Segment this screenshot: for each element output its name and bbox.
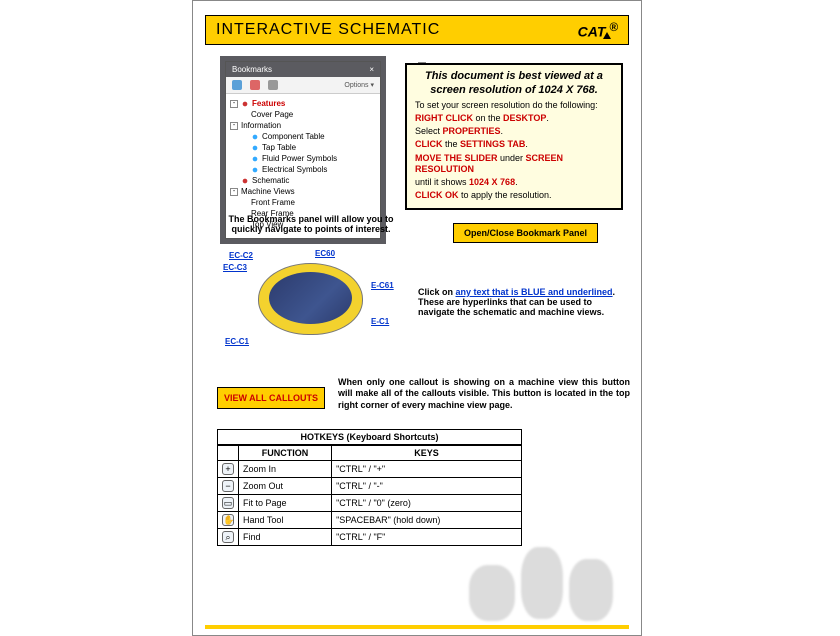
hotkey-row: −Zoom Out"CTRL" / "-"	[218, 478, 522, 495]
bookmark-item[interactable]: Fluid Power Symbols	[230, 153, 376, 164]
info-line-1: To set your screen resolution do the fol…	[415, 100, 613, 111]
bookmark-label: Front Frame	[251, 198, 295, 207]
header-bar: INTERACTIVE SCHEMATIC CAT®	[205, 15, 629, 45]
hotkeys-title: HOTKEYS (Keyboard Shortcuts)	[217, 429, 522, 445]
hotkeys-col-func: FUNCTION	[239, 446, 332, 461]
bookmarks-header: Bookmarks ×	[226, 62, 380, 77]
bookmark-item[interactable]: -Machine Views	[230, 186, 376, 197]
bookmark-settings-icon[interactable]	[268, 80, 278, 90]
blue-underline-sample: any text that is BLUE and underlined	[456, 287, 613, 297]
hotkeys-table: FUNCTION KEYS +Zoom In"CTRL" / "+"−Zoom …	[217, 445, 522, 546]
bookmark-label: Machine Views	[241, 187, 295, 196]
hyperlink-instruction: Click on any text that is BLUE and under…	[418, 287, 623, 317]
hotkey-func: Fit to Page	[239, 495, 332, 512]
hotkeys-col-icon	[218, 446, 239, 461]
bookmark-item[interactable]: Cover Page	[230, 109, 376, 120]
hotkey-icon: ▭	[222, 497, 234, 509]
schematic-link-ecc1[interactable]: EC-C1	[225, 337, 249, 346]
info-title: This document is best viewed at a screen…	[415, 70, 613, 98]
info-line-5: MOVE THE SLIDER under SCREEN RESOLUTION	[415, 153, 613, 176]
bookmark-label: Information	[241, 121, 281, 130]
expand-icon[interactable]: -	[230, 100, 238, 108]
bookmark-item[interactable]: Schematic	[230, 175, 376, 186]
bookmark-item[interactable]: - Features	[230, 98, 376, 109]
bookmark-blue-icon	[251, 133, 259, 141]
bookmark-blue-icon	[251, 155, 259, 163]
bookmark-blue-icon	[251, 144, 259, 152]
hotkey-keys: "CTRL" / "+"	[332, 461, 522, 478]
header-title: INTERACTIVE SCHEMATIC	[216, 21, 440, 39]
hotkeys-section: HOTKEYS (Keyboard Shortcuts) FUNCTION KE…	[217, 429, 522, 546]
schematic-link-ec1[interactable]: E-C1	[371, 317, 389, 326]
bookmarks-caption: The Bookmarks panel will allow you to qu…	[221, 214, 401, 234]
info-line-2: RIGHT CLICK on the DESKTOP.	[415, 113, 613, 124]
document-page: INTERACTIVE SCHEMATIC CAT® Bookmarks × O…	[192, 0, 642, 636]
bookmarks-panel: Bookmarks × Options ▾ - Features Cover Pag…	[225, 61, 381, 239]
bookmark-label: Fluid Power Symbols	[262, 154, 337, 163]
schematic-body-icon	[258, 263, 363, 335]
close-icon[interactable]: ×	[369, 65, 374, 74]
hotkey-row: ✋ Hand Tool"SPACEBAR" (hold down)	[218, 512, 522, 529]
hotkey-keys: "SPACEBAR" (hold down)	[332, 512, 522, 529]
bookmark-label: Schematic	[252, 176, 289, 185]
hotkey-keys: "CTRL" / "-"	[332, 478, 522, 495]
hotkeys-col-keys: KEYS	[332, 446, 522, 461]
open-close-bookmark-button[interactable]: Open/Close Bookmark Panel	[453, 223, 598, 243]
hotkey-icon: ✋	[222, 514, 234, 526]
info-line-4: CLICK the SETTINGS TAB.	[415, 139, 613, 150]
decorative-smudges	[465, 537, 625, 627]
bookmark-item[interactable]: Tap Table	[230, 142, 376, 153]
resolution-info-box: This document is best viewed at a screen…	[405, 63, 623, 210]
bookmark-item[interactable]: Front Frame	[230, 197, 376, 208]
logo-text: CAT	[578, 23, 606, 39]
logo-registered: ®	[609, 21, 618, 34]
hotkey-icon: −	[222, 480, 234, 492]
schematic-link-ec61[interactable]: E-C61	[371, 281, 394, 290]
hotkey-row: ▭ Fit to Page"CTRL" / "0" (zero)	[218, 495, 522, 512]
expand-icon[interactable]: -	[230, 188, 238, 196]
info-line-3: Select PROPERTIES.	[415, 126, 613, 137]
bookmark-item[interactable]: Component Table	[230, 131, 376, 142]
bookmark-label: Tap Table	[262, 143, 296, 152]
schematic-link-ecc2[interactable]: EC-C2	[229, 251, 253, 260]
bookmarks-options[interactable]: Options ▾	[344, 81, 374, 89]
hotkey-row: + Zoom In"CTRL" / "+"	[218, 461, 522, 478]
hotkey-func: Find	[239, 529, 332, 546]
delete-bookmark-icon[interactable]	[250, 80, 260, 90]
bookmark-label: Features	[252, 99, 285, 108]
bookmark-label: Cover Page	[251, 110, 293, 119]
expand-icon[interactable]: -	[230, 122, 238, 130]
hotkey-keys: "CTRL" / "0" (zero)	[332, 495, 522, 512]
bookmarks-toolbar: Options ▾	[226, 77, 380, 94]
info-line-6: until it shows 1024 X 768.	[415, 177, 613, 188]
footer-accent-bar	[205, 625, 629, 629]
hotkey-icon: +	[222, 463, 234, 475]
bookmark-blue-icon	[251, 166, 259, 174]
cat-logo: CAT®	[578, 21, 618, 40]
new-bookmark-icon[interactable]	[232, 80, 242, 90]
bookmark-label: Electrical Symbols	[262, 165, 327, 174]
schematic-preview: EC-C2 EC-C3 EC60 E-C61 E-C1 EC-C1	[223, 251, 398, 351]
bookmark-red-icon	[241, 100, 249, 108]
schematic-link-ecc3[interactable]: EC-C3	[223, 263, 247, 272]
info-line-7: CLICK OK to apply the resolution.	[415, 190, 613, 201]
hotkey-func: Hand Tool	[239, 512, 332, 529]
bookmark-label: Component Table	[262, 132, 325, 141]
bookmark-red-icon	[241, 177, 249, 185]
view-all-callouts-button[interactable]: VIEW ALL CALLOUTS	[217, 387, 325, 409]
bookmark-item[interactable]: -Information	[230, 120, 376, 131]
bookmarks-title: Bookmarks	[232, 65, 272, 74]
bookmark-item[interactable]: Electrical Symbols	[230, 164, 376, 175]
schematic-link-ec60[interactable]: EC60	[315, 249, 335, 258]
hotkey-func: Zoom In	[239, 461, 332, 478]
hotkey-icon: ⌕	[222, 531, 234, 543]
view-callouts-instruction: When only one callout is showing on a ma…	[338, 377, 630, 411]
hotkey-func: Zoom Out	[239, 478, 332, 495]
